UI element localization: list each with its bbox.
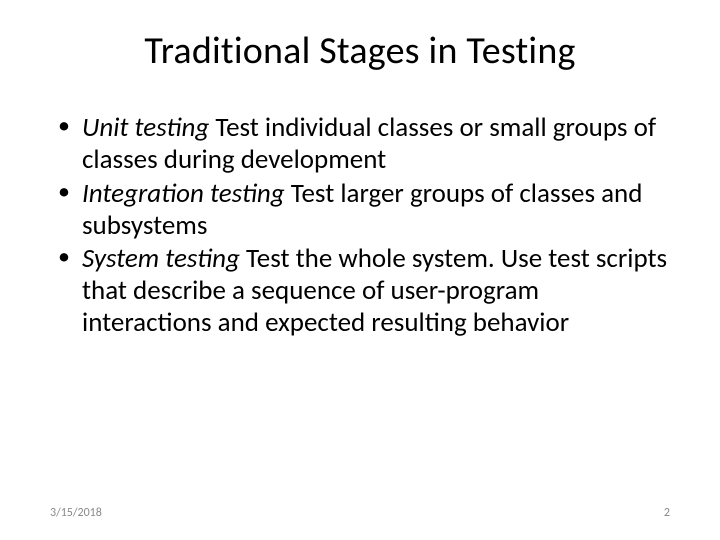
list-item: Unit testing Test individual classes or …	[58, 112, 670, 176]
list-item: System testing Test the whole system. Us…	[58, 243, 670, 339]
list-item: Integration testing Test larger groups o…	[58, 178, 670, 242]
bullet-term: Unit testing	[82, 111, 209, 144]
slide-title: Traditional Stages in Testing	[50, 28, 670, 74]
slide-footer: 3/15/2018 2	[50, 506, 670, 520]
bullet-term: Integration testing	[82, 177, 285, 210]
bullet-list: Unit testing Test individual classes or …	[58, 112, 670, 339]
bullet-term: System testing	[82, 242, 240, 275]
footer-page-number: 2	[664, 506, 670, 520]
slide-body: Unit testing Test individual classes or …	[50, 112, 670, 339]
footer-date: 3/15/2018	[50, 506, 102, 520]
slide: Traditional Stages in Testing Unit testi…	[0, 0, 720, 540]
